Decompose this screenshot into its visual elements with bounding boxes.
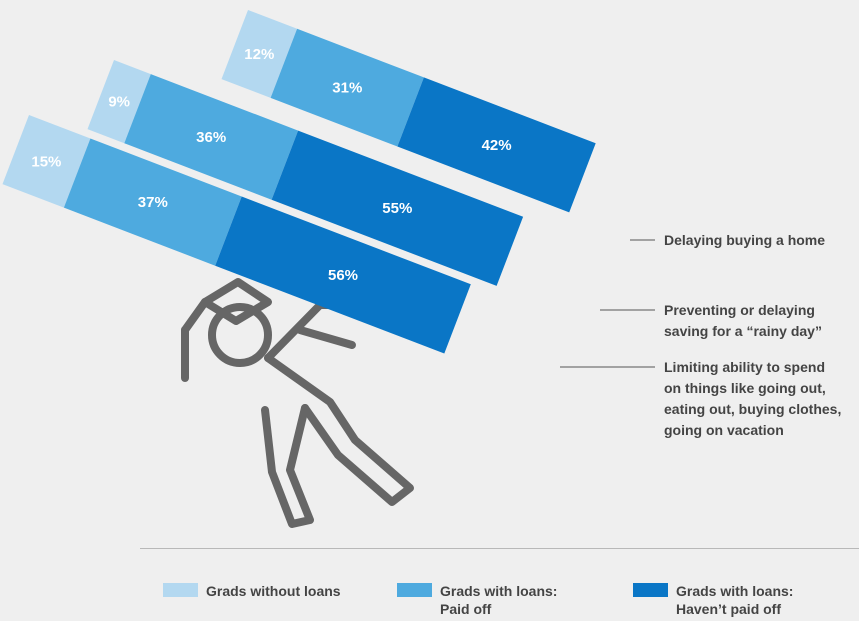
bar-segment-1-1 <box>221 10 298 98</box>
category-label: Preventing or delaying saving for a “rain… <box>664 302 822 339</box>
category-label: Delaying buying a home <box>664 232 825 248</box>
bar-segment-3-2 <box>63 138 242 266</box>
bar-segment-2-2 <box>124 74 299 200</box>
bar-segment-3-1 <box>2 115 91 208</box>
bar-value-label: 31% <box>332 80 362 97</box>
legend-item: Grads with loans: Paid off <box>397 582 557 618</box>
category-label: Limiting ability to spend on things like … <box>664 359 841 438</box>
legend-label: Grads with loans: Paid off <box>440 583 558 617</box>
bar-segment-2-3 <box>271 130 524 286</box>
bar-segment-3-3 <box>215 196 471 354</box>
legend-swatch <box>397 583 432 597</box>
legend-item: Grads without loans <box>163 582 341 600</box>
legend-item: Grads with loans: Haven’t paid off <box>633 582 793 618</box>
legend-label: Grads with loans: Haven’t paid off <box>676 583 794 617</box>
bar-value-label: 42% <box>482 137 512 154</box>
bar-segment-1-2 <box>270 28 424 147</box>
bar-segment-2-1 <box>87 60 151 144</box>
bar-value-label: 15% <box>31 153 61 170</box>
bar-value-label: 37% <box>138 194 168 211</box>
bar-value-label: 12% <box>244 46 274 63</box>
graduate-carrying-debt-icon <box>181 278 414 528</box>
bar-value-label: 9% <box>108 94 130 111</box>
bar-value-label: 55% <box>382 200 412 217</box>
bar-segment-1-3 <box>397 77 596 213</box>
legend-swatch <box>163 583 198 597</box>
legend-label: Grads without loans <box>206 583 341 599</box>
bar-value-label: 36% <box>196 129 226 146</box>
legend-swatch <box>633 583 668 597</box>
bar-value-label: 56% <box>328 267 358 284</box>
legend-divider <box>140 548 859 549</box>
